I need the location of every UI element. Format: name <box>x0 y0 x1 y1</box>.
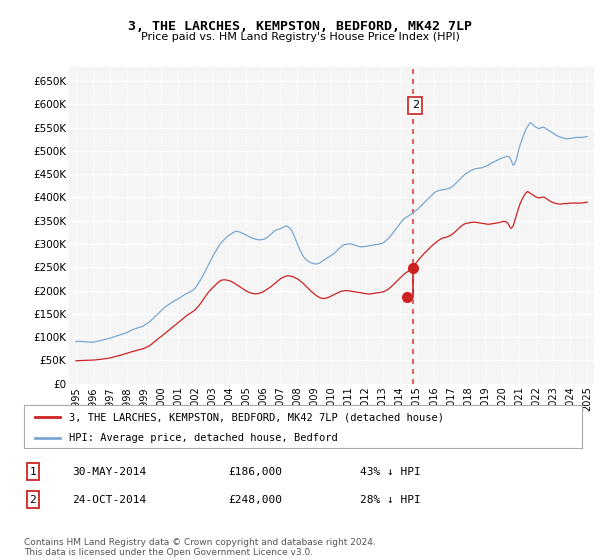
Text: 2: 2 <box>29 494 37 505</box>
Text: HPI: Average price, detached house, Bedford: HPI: Average price, detached house, Bedf… <box>68 433 337 443</box>
Text: £186,000: £186,000 <box>228 466 282 477</box>
Text: 3, THE LARCHES, KEMPSTON, BEDFORD, MK42 7LP (detached house): 3, THE LARCHES, KEMPSTON, BEDFORD, MK42 … <box>68 412 443 422</box>
Text: 1: 1 <box>29 466 37 477</box>
Text: 28% ↓ HPI: 28% ↓ HPI <box>360 494 421 505</box>
Text: 30-MAY-2014: 30-MAY-2014 <box>72 466 146 477</box>
Text: 3, THE LARCHES, KEMPSTON, BEDFORD, MK42 7LP: 3, THE LARCHES, KEMPSTON, BEDFORD, MK42 … <box>128 20 472 32</box>
Text: £248,000: £248,000 <box>228 494 282 505</box>
Text: 24-OCT-2014: 24-OCT-2014 <box>72 494 146 505</box>
Text: 43% ↓ HPI: 43% ↓ HPI <box>360 466 421 477</box>
Text: Price paid vs. HM Land Registry's House Price Index (HPI): Price paid vs. HM Land Registry's House … <box>140 32 460 43</box>
Text: Contains HM Land Registry data © Crown copyright and database right 2024.
This d: Contains HM Land Registry data © Crown c… <box>24 538 376 557</box>
Text: 2: 2 <box>412 100 419 110</box>
